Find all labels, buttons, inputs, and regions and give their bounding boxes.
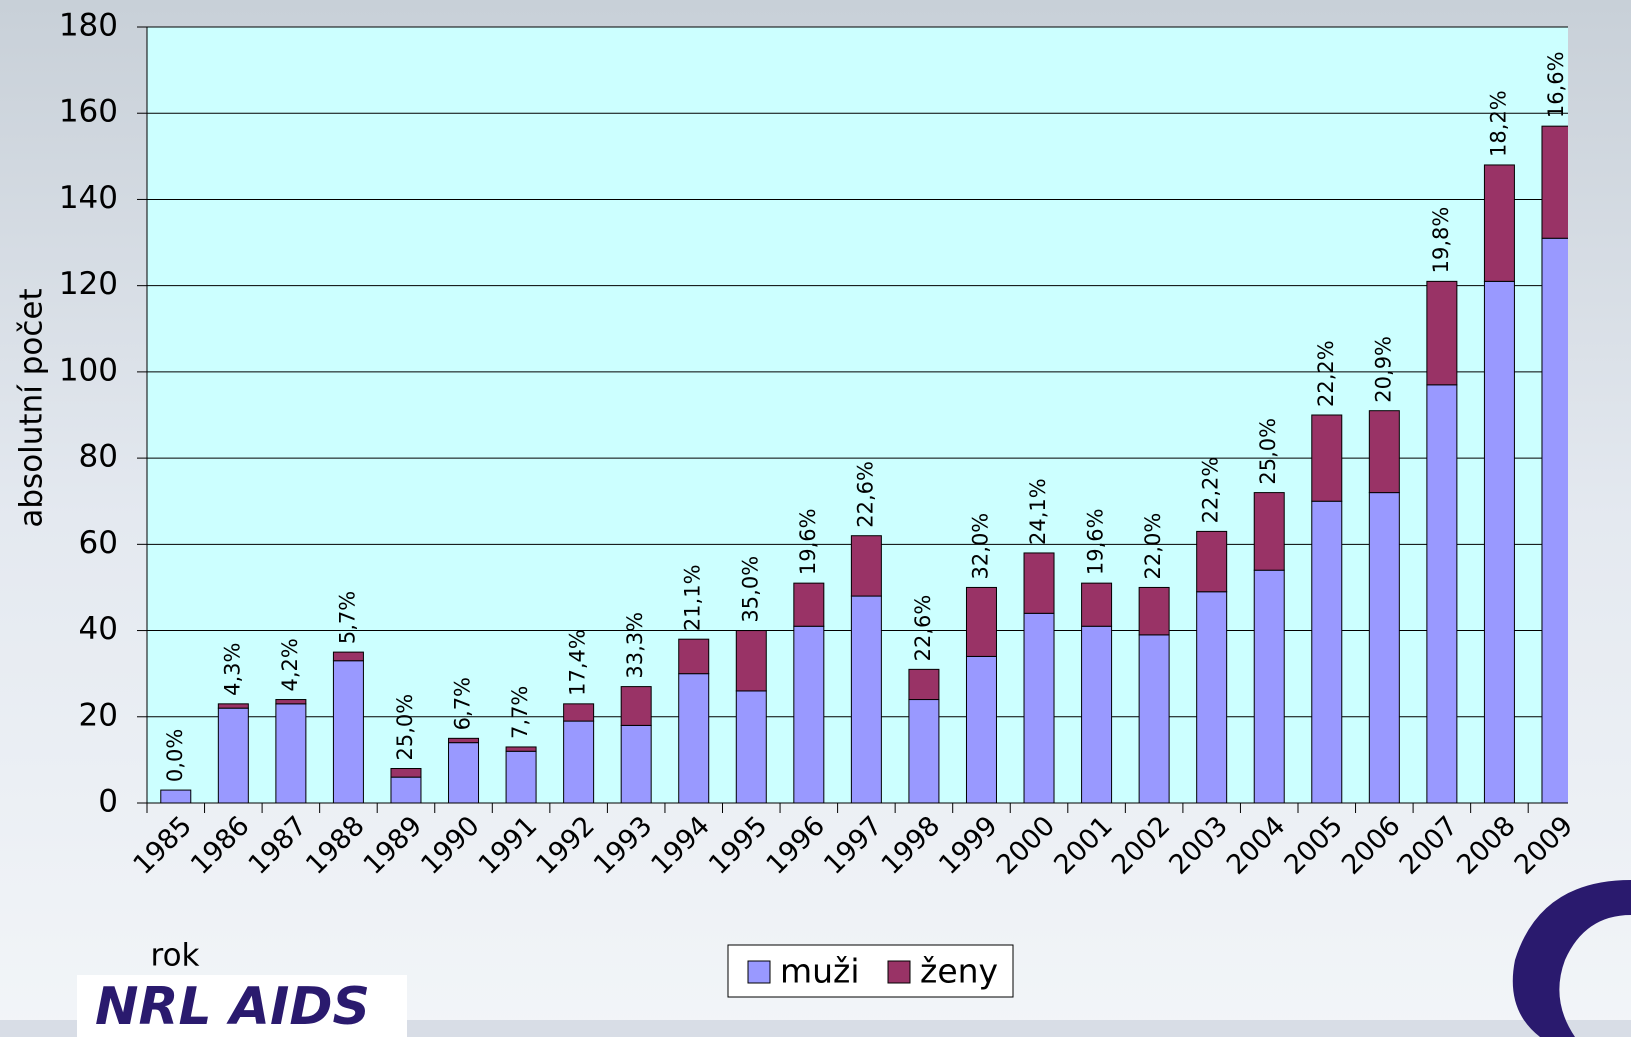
y-tick-label: 160 xyxy=(59,94,118,130)
y-tick-label: 100 xyxy=(59,352,118,388)
share-label: 7,7% xyxy=(508,686,532,739)
legend-swatch xyxy=(887,960,911,984)
bar-segment xyxy=(965,586,997,657)
logo-box xyxy=(77,975,407,1037)
y-tick-label: 20 xyxy=(79,697,118,733)
bar-segment xyxy=(275,699,307,705)
logo: NRL AIDS xyxy=(95,977,370,1037)
bar-segment xyxy=(1368,492,1400,804)
bar-segment xyxy=(1426,280,1458,386)
bar-segment xyxy=(1426,384,1458,804)
bar-segment xyxy=(1138,586,1170,636)
share-label: 22,2% xyxy=(1199,457,1223,524)
bar-segment xyxy=(448,742,480,804)
bar-segment xyxy=(332,651,364,662)
share-label: 17,4% xyxy=(566,629,590,696)
share-label: 22,6% xyxy=(911,595,935,662)
bar-segment xyxy=(908,699,940,804)
bar-segment xyxy=(1196,591,1228,804)
bar-segment xyxy=(1023,552,1055,614)
bar-segment xyxy=(332,660,364,804)
share-label: 32,0% xyxy=(968,513,992,580)
x-axis-label: rok xyxy=(151,938,200,974)
share-label: 4,2% xyxy=(278,638,302,691)
bar-segment xyxy=(1541,125,1568,239)
bar-segment xyxy=(563,720,595,804)
share-label: 18,2% xyxy=(1486,90,1510,157)
legend-label: muži xyxy=(780,952,860,991)
y-tick-label: 40 xyxy=(79,611,118,647)
share-label: 21,1% xyxy=(681,564,705,631)
share-label: 33,3% xyxy=(623,612,647,679)
share-label: 25,0% xyxy=(393,694,417,761)
share-label: 6,7% xyxy=(451,677,475,730)
share-label: 19,6% xyxy=(796,508,820,575)
bar-segment xyxy=(505,746,537,752)
share-label: 22,0% xyxy=(1141,513,1165,580)
share-label: 19,8% xyxy=(1429,207,1453,274)
bar-segment xyxy=(217,707,249,804)
bar-segment xyxy=(1368,410,1400,494)
y-tick-label: 80 xyxy=(79,439,118,475)
bar-segment xyxy=(793,625,825,804)
bar-segment xyxy=(1541,237,1568,804)
bar-segment xyxy=(850,535,882,597)
y-axis-label: absolutní počet xyxy=(14,288,50,527)
bar-segment xyxy=(505,750,537,804)
bar-segment xyxy=(793,582,825,627)
footer-band xyxy=(0,1020,1631,1037)
y-tick-label: 0 xyxy=(98,784,118,820)
legend-swatch xyxy=(747,960,771,984)
y-tick-label: 120 xyxy=(59,266,118,302)
bar-segment xyxy=(735,690,767,804)
bar-segment xyxy=(1483,164,1515,282)
share-label: 4,3% xyxy=(220,642,244,695)
bar-segment xyxy=(1483,280,1515,804)
logo-arc xyxy=(1512,880,1631,1037)
share-label: 5,7% xyxy=(335,591,359,644)
bar-segment xyxy=(850,595,882,804)
bar-segment xyxy=(1138,634,1170,804)
share-label: 22,6% xyxy=(853,461,877,528)
bar-segment xyxy=(908,668,940,701)
bar-segment xyxy=(620,686,652,726)
y-tick-label: 60 xyxy=(79,525,118,561)
share-label: 22,2% xyxy=(1314,340,1338,407)
share-label: 16,6% xyxy=(1544,51,1568,118)
y-tick-label: 180 xyxy=(59,8,118,44)
bar-segment xyxy=(1196,530,1228,593)
share-label: 35,0% xyxy=(738,556,762,623)
bar-segment xyxy=(1081,625,1113,804)
share-label: 0,0% xyxy=(163,729,187,782)
bar-segment xyxy=(448,737,480,744)
bar-segment xyxy=(390,768,422,778)
y-tick-label: 140 xyxy=(59,180,118,216)
share-label: 19,6% xyxy=(1084,508,1108,575)
bar-segment xyxy=(563,703,595,722)
bar-segment xyxy=(390,776,422,804)
bar-segment xyxy=(1253,569,1285,804)
bar-segment xyxy=(217,703,249,709)
bar-segment xyxy=(620,724,652,804)
bar-segment xyxy=(678,673,710,804)
bar-segment xyxy=(1253,492,1285,571)
bar-segment xyxy=(1311,414,1343,502)
bar-segment xyxy=(1081,582,1113,627)
bar-segment xyxy=(275,703,307,804)
bar-segment xyxy=(735,630,767,692)
legend-label: ženy xyxy=(920,952,998,991)
share-label: 20,9% xyxy=(1371,336,1395,403)
share-label: 24,1% xyxy=(1026,478,1050,545)
bar-segment xyxy=(160,789,192,804)
bar-segment xyxy=(678,638,710,675)
bar-segment xyxy=(965,655,997,804)
legend xyxy=(727,944,1014,998)
share-label: 25,0% xyxy=(1256,418,1280,485)
bar-segment xyxy=(1311,500,1343,804)
bar-segment xyxy=(1023,612,1055,804)
